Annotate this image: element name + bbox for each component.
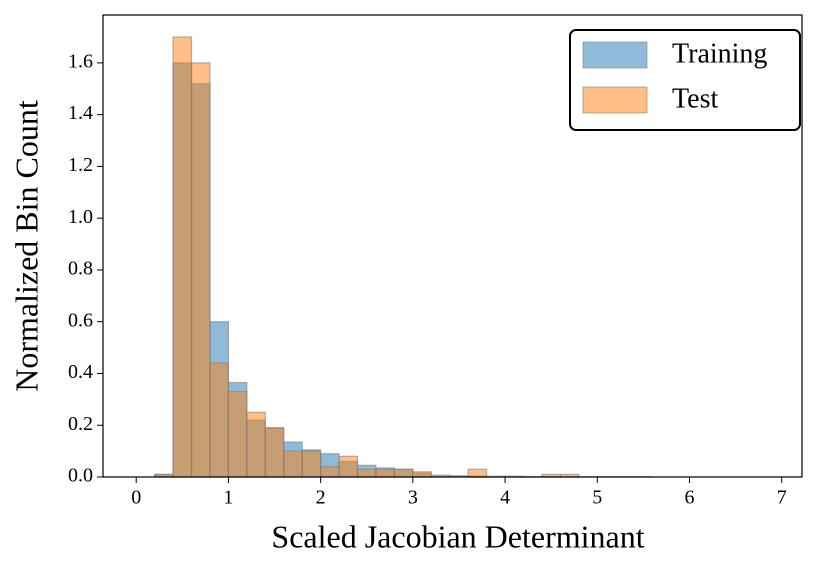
x-axis-label: Scaled Jacobian Determinant [271,518,644,554]
histogram-bar [375,468,396,478]
histogram-bar [172,36,193,478]
y-tick-label: 1.0 [68,206,93,228]
histogram-bar [320,466,340,478]
y-tick-label: 0.6 [68,309,93,331]
x-tick-label: 4 [500,487,510,509]
legend-label: Training [672,38,767,69]
legend-swatch [582,41,648,69]
x-tick-label: 7 [777,487,787,509]
histogram-bar [301,450,322,478]
y-tick-label: 1.6 [68,50,93,72]
y-tick-label: 1.4 [68,102,93,124]
histogram-bar [412,471,432,478]
legend-label: Test [672,83,718,114]
histogram-bar [338,455,359,478]
y-tick-label: 0.2 [68,413,93,435]
y-tick-label: 1.2 [68,154,93,176]
histogram-bar [283,450,303,478]
histogram-bar [190,62,211,478]
y-tick-label: 0.8 [68,258,93,280]
histogram-bar [393,468,414,478]
x-tick-label: 0 [131,487,141,509]
y-tick-label: 0.4 [68,361,93,383]
plot-frame [102,14,803,478]
y-axis-label: Normalized Bin Count [8,100,44,392]
y-tick-label: 0.0 [68,465,93,487]
histogram-bar [209,362,230,478]
x-tick-label: 2 [316,487,326,509]
x-tick-label: 5 [592,487,602,509]
x-tick-label: 3 [408,487,418,509]
histogram-bar [246,411,266,478]
histogram-bar [264,427,285,478]
histogram-bar [227,390,248,478]
x-tick-label: 1 [223,487,233,509]
histogram-bar [356,468,377,478]
legend: Training Test [569,29,801,131]
legend-swatch [582,86,648,114]
histogram-bar [467,468,488,478]
x-tick-label: 6 [684,487,694,509]
